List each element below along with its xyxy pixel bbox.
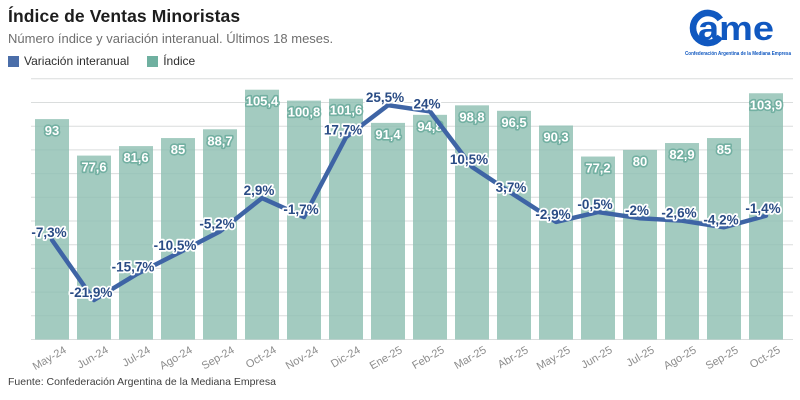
bar-value-label: 103,9: [750, 97, 783, 112]
x-axis-label: Oct-24: [244, 344, 279, 371]
index-bar: [581, 156, 615, 340]
yoy-point-label: 10,5%: [450, 152, 488, 167]
index-bar: [35, 119, 69, 340]
legend-swatch-indice-icon: [147, 55, 159, 67]
index-bar: [161, 138, 195, 340]
bar-value-label: 80: [633, 154, 647, 169]
x-axis-label: Jul-25: [625, 344, 657, 369]
bar-value-label: 90,3: [543, 129, 568, 144]
came-logo-c-icon: [689, 9, 723, 47]
legend-item-variacion-interanual: Variación interanual: [8, 54, 129, 68]
yoy-point-label: -15,7%: [112, 260, 155, 275]
yoy-point-label: -7,3%: [31, 225, 66, 240]
came-logo: ame Confederación Argentina de la Median…: [685, 9, 792, 57]
index-bar: [371, 122, 405, 340]
bar-value-label: 77,6: [81, 160, 106, 175]
bar-value-label: 85: [171, 142, 185, 157]
bar-value-label: 98,8: [459, 109, 484, 124]
yoy-point-label: -10,5%: [154, 238, 197, 253]
x-axis-label: May-24: [31, 344, 69, 373]
bar-value-label: 105,4: [246, 94, 279, 109]
index-bar: [707, 138, 741, 340]
yoy-point-label: -2%: [625, 203, 649, 218]
source-note: Fuente: Confederación Argentina de la Me…: [8, 376, 276, 388]
x-axis-label: Jun-25: [579, 344, 614, 371]
yoy-point-label: -2,9%: [535, 207, 570, 222]
yoy-point-label: -0,5%: [577, 197, 612, 212]
x-axis-label: Ago-24: [158, 344, 195, 372]
x-axis-label: Mar-25: [452, 344, 488, 372]
bar-value-label: 88,7: [207, 133, 232, 148]
yoy-point-label: 25,5%: [366, 90, 404, 105]
yoy-point-label: -2,6%: [661, 206, 696, 221]
x-axis-label: May-25: [535, 344, 573, 373]
index-bar: [77, 155, 111, 340]
x-axis-label: Oct-25: [748, 344, 783, 371]
yoy-point-label: -1,4%: [745, 201, 780, 216]
bar-value-label: 101,6: [330, 103, 363, 118]
yoy-line: [49, 102, 769, 303]
bar-value-label: 85: [717, 142, 731, 157]
index-bar: [287, 100, 321, 340]
bar-value-label: 82,9: [669, 147, 694, 162]
yoy-point-label: 3,7%: [496, 180, 527, 195]
page-title: Índice de Ventas Minoristas: [8, 6, 241, 26]
x-axis-label: Jul-24: [121, 344, 153, 369]
came-logo-wordmark: ame: [698, 10, 774, 48]
x-axis-label: Dic-24: [329, 344, 363, 370]
x-axis-label: Feb-25: [410, 344, 446, 372]
page-subtitle: Número índice y variación interanual. Úl…: [8, 31, 334, 46]
index-bar: [623, 149, 657, 340]
yoy-point-label: -5,2%: [199, 216, 234, 231]
index-bar: [665, 143, 699, 340]
yoy-point-label: 2,9%: [244, 183, 275, 198]
x-axis-label: Sep-24: [200, 344, 237, 372]
bar-value-label: 81,6: [123, 150, 148, 165]
index-bar: [539, 125, 573, 340]
bar-value-label: 77,2: [585, 161, 610, 176]
legend: Variación interanual Índice: [8, 54, 333, 68]
x-axis-label: Jun-24: [75, 344, 110, 371]
legend-label-indice: Índice: [163, 54, 196, 68]
yoy-point-label: 17,7%: [324, 122, 362, 137]
index-bar: [455, 105, 489, 340]
bar-value-label: 100,8: [288, 105, 321, 120]
index-bar: [119, 146, 153, 340]
index-bar: [497, 110, 531, 340]
yoy-point-label: -21,9%: [70, 285, 113, 300]
yoy-point-label: -4,2%: [703, 212, 738, 227]
header: Índice de Ventas Minoristas Número índic…: [8, 6, 333, 68]
x-axis-label: Nov-24: [284, 344, 321, 372]
yoy-point-label: 24%: [413, 96, 440, 111]
index-bar: [203, 129, 237, 340]
bar-value-label: 96,5: [501, 115, 526, 130]
index-bar: [245, 89, 279, 340]
index-bar: [413, 114, 447, 340]
yoy-point-label: -1,7%: [283, 202, 318, 217]
legend-item-indice: Índice: [147, 54, 195, 68]
bar-value-label: 91,4: [375, 127, 401, 142]
x-axis-label: Abr-25: [496, 344, 531, 371]
x-axis-label: Ene-25: [368, 344, 405, 372]
came-logo-tagline: Confederación Argentina de la Mediana Em…: [685, 51, 792, 57]
x-axis-label: Sep-25: [704, 344, 741, 372]
bar-value-label: 93: [45, 123, 59, 138]
x-axis-label: Ago-25: [662, 344, 699, 372]
legend-label-variacion: Variación interanual: [24, 54, 130, 68]
legend-swatch-variacion-icon: [8, 55, 19, 67]
